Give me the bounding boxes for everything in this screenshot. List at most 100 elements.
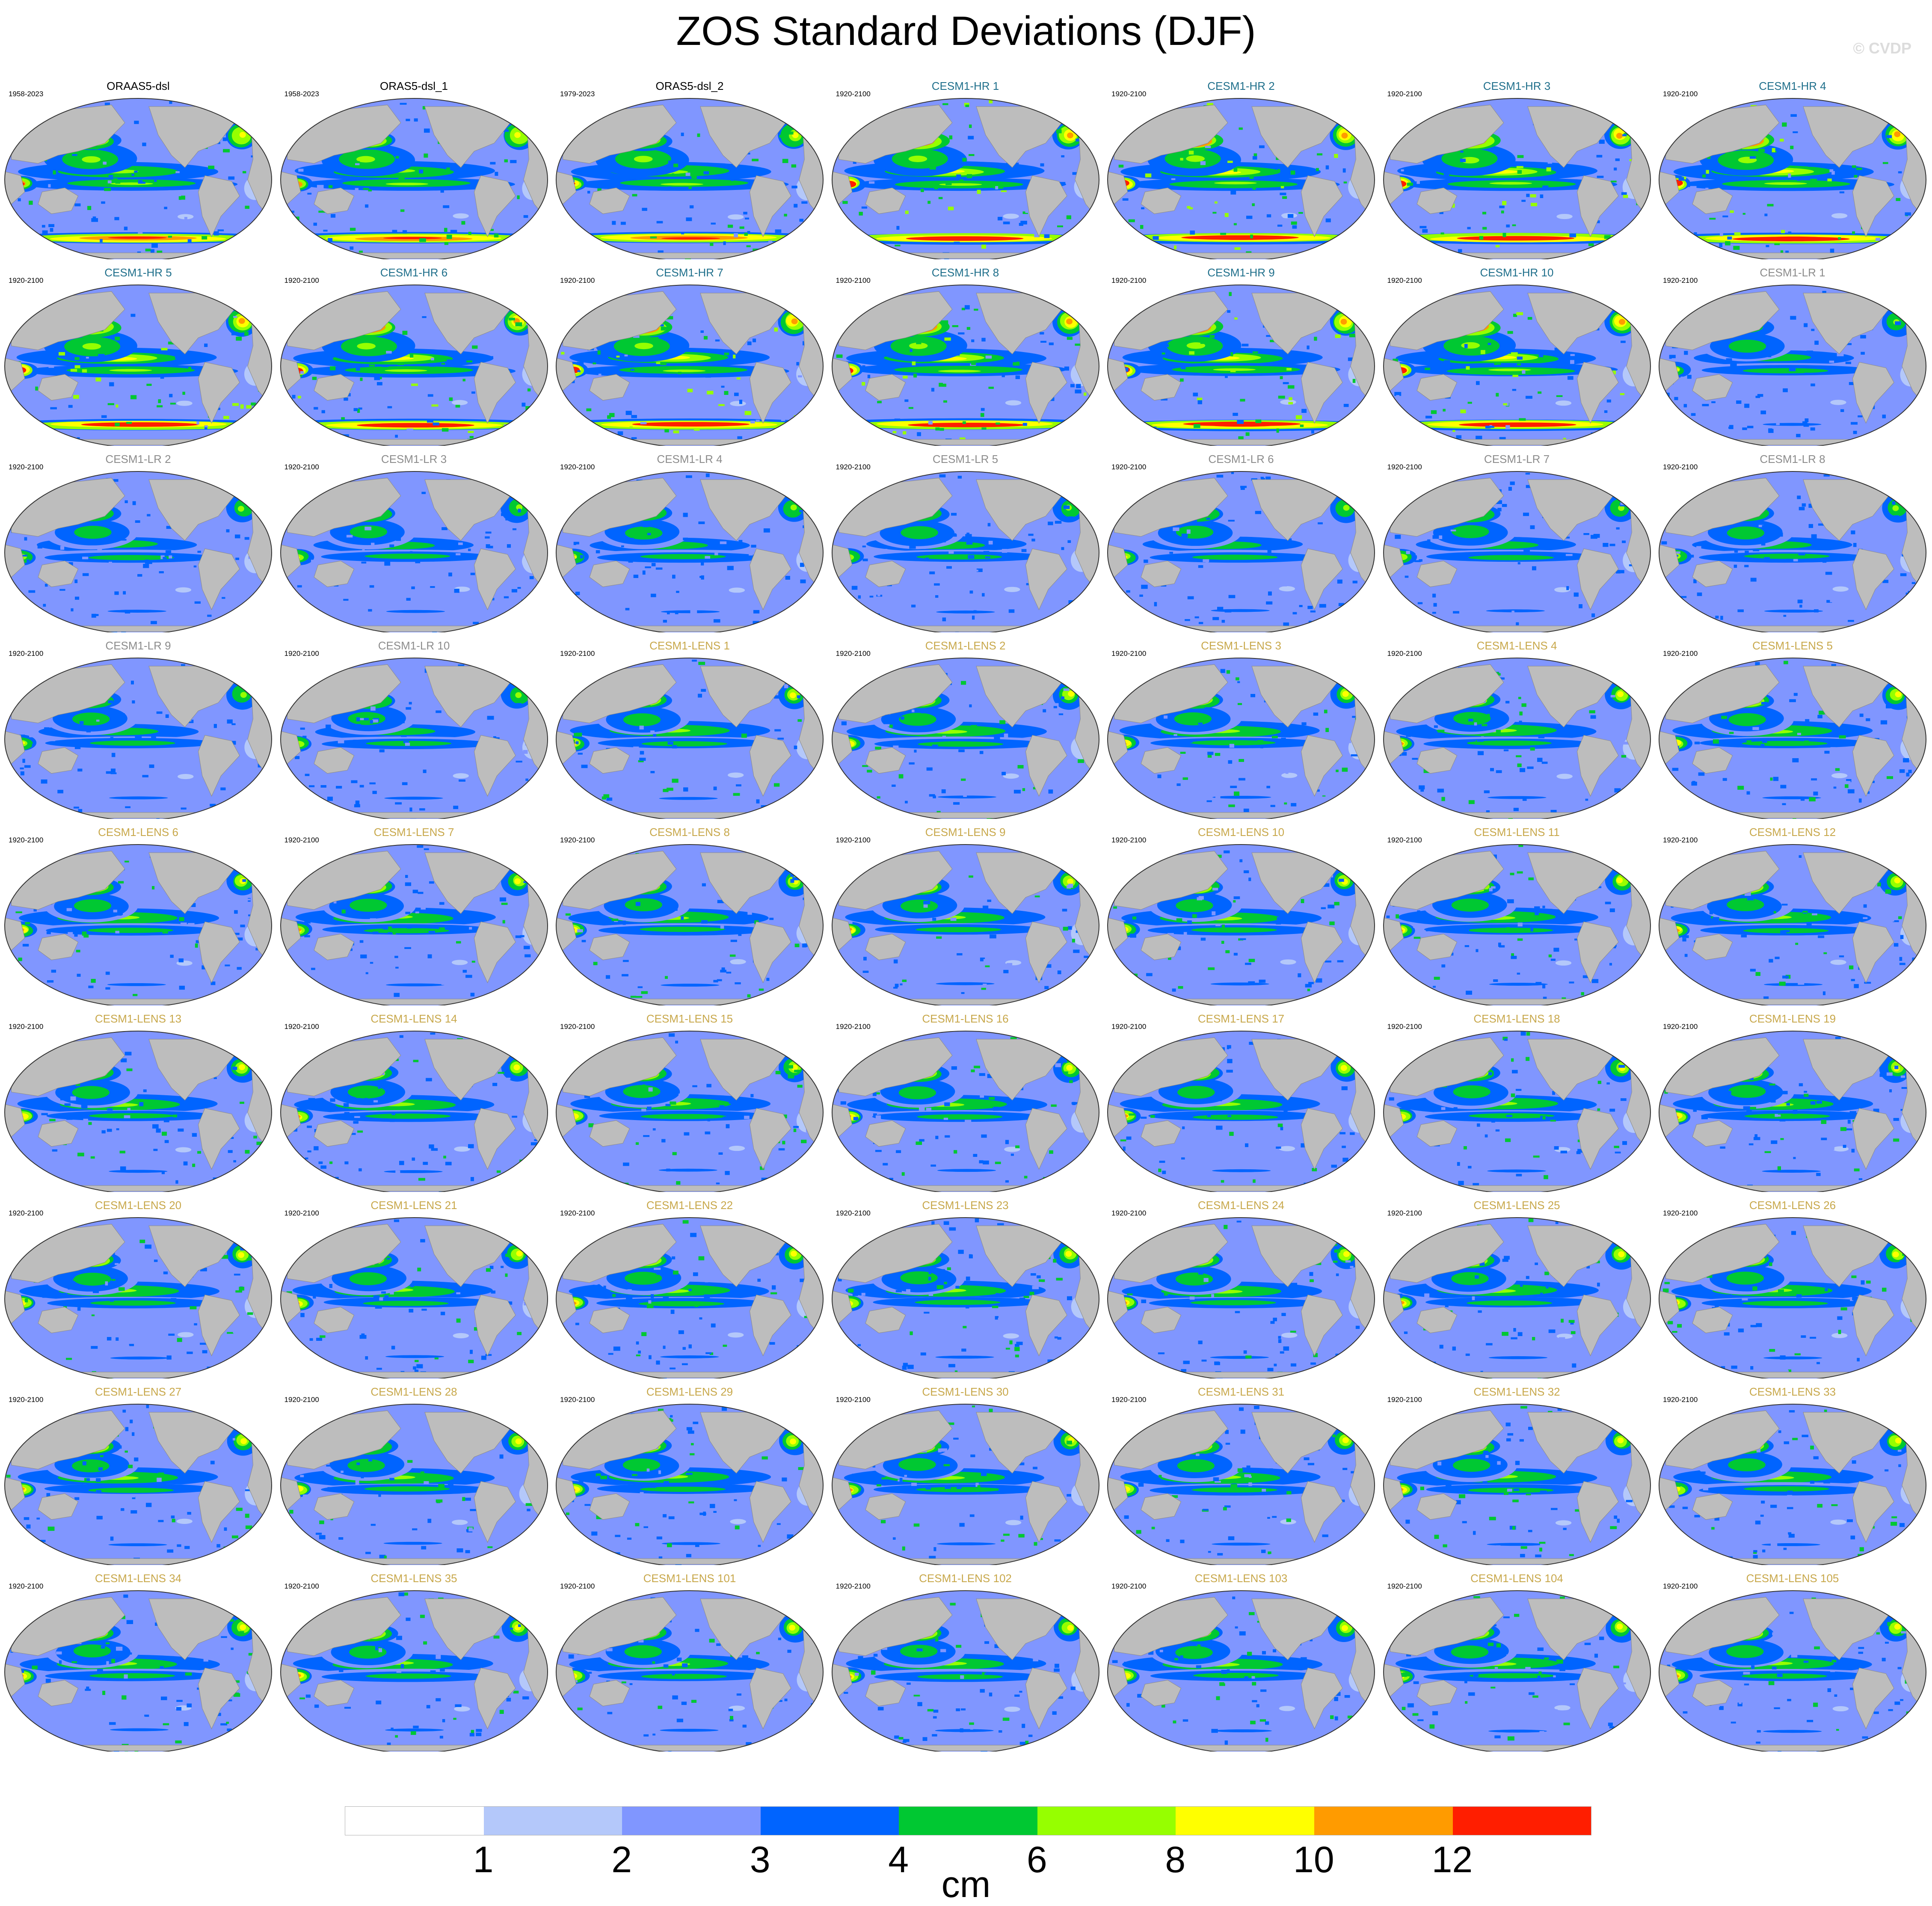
world-map [2,80,275,259]
colorbar-unit-label: cm [0,1864,1932,1906]
world-map [278,826,551,1005]
world-map [2,1012,275,1192]
colorbar-box [1314,1807,1453,1835]
colorbar-box [622,1807,761,1835]
world-map [278,1012,551,1192]
world-map [553,266,826,446]
world-map [1381,639,1653,819]
world-map [1656,266,1929,446]
world-map [553,1012,826,1192]
world-map [278,1385,551,1565]
world-map [829,1012,1102,1192]
world-map [553,639,826,819]
world-map [1381,453,1653,632]
world-map [2,639,275,819]
world-map [829,826,1102,1005]
world-map [553,1572,826,1752]
world-map [1656,1012,1929,1192]
world-map [278,1572,551,1752]
world-map [829,1385,1102,1565]
world-map [1656,1199,1929,1378]
world-map [829,1199,1102,1378]
colorbar-box [1176,1807,1314,1835]
world-map [1656,639,1929,819]
world-map [1105,453,1378,632]
world-map [829,453,1102,632]
world-map [1656,453,1929,632]
world-map [553,453,826,632]
world-map [829,266,1102,446]
world-map [2,826,275,1005]
world-map [1381,826,1653,1005]
colorbar-box [1037,1807,1176,1835]
colorbar-box [345,1807,484,1835]
colorbar-box [1453,1807,1591,1835]
world-map [2,1199,275,1378]
world-map [1656,826,1929,1005]
world-map [278,453,551,632]
colorbar [345,1806,1591,1835]
world-map [1105,1199,1378,1378]
world-map [1656,1572,1929,1752]
world-map [1105,1012,1378,1192]
world-map [1656,1385,1929,1565]
world-map [1105,1572,1378,1752]
world-map [1105,80,1378,259]
world-map [829,639,1102,819]
world-map [278,1199,551,1378]
world-map [2,266,275,446]
world-map [2,1385,275,1565]
world-map [278,266,551,446]
world-map [829,80,1102,259]
world-map [553,1199,826,1378]
world-map [1381,1012,1653,1192]
